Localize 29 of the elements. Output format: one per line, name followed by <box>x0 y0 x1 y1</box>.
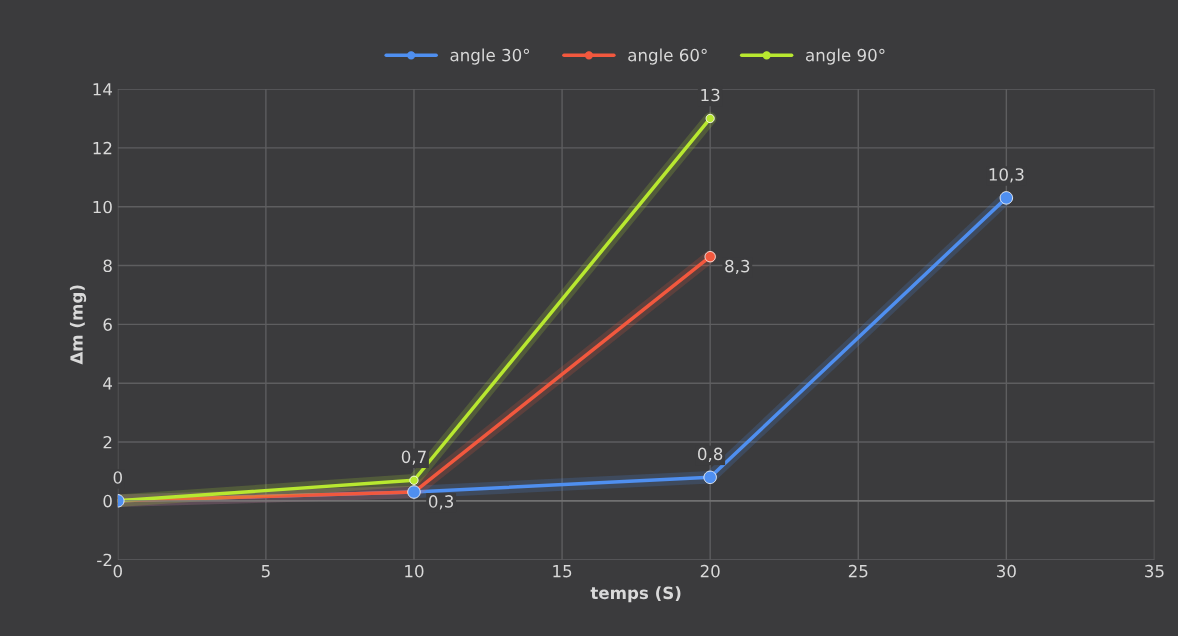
y-tick-label: 4 <box>103 377 112 390</box>
y-tick-label: 12 <box>93 141 112 155</box>
x-axis-title: temps (S) <box>590 586 681 603</box>
legend-label: angle 30° <box>450 48 529 65</box>
x-tick-label: 25 <box>848 564 868 578</box>
data-label: 0,7 <box>401 450 426 465</box>
legend-label: angle 60° <box>628 48 707 65</box>
data-label: 0 <box>113 471 122 484</box>
y-tick-label: 6 <box>103 318 112 331</box>
x-tick-label: 15 <box>553 565 572 578</box>
data-label: 8,3 <box>725 259 750 275</box>
y-tick-label: 8 <box>103 259 112 273</box>
y-tick-label: 0 <box>103 494 112 508</box>
y-tick-label: 2 <box>103 435 112 449</box>
x-tick-label: 30 <box>997 564 1016 578</box>
x-tick-label: 10 <box>405 564 424 578</box>
y-axis-title: Δm (mg) <box>69 285 87 365</box>
data-label: 0,3 <box>428 495 454 510</box>
data-label: 13 <box>701 88 720 102</box>
x-tick-label: 20 <box>700 564 720 578</box>
data-label: 0,8 <box>698 447 723 462</box>
y-tick-label: 10 <box>93 200 112 214</box>
data-label: 10,3 <box>989 168 1024 183</box>
x-tick-label: 5 <box>261 565 270 578</box>
y-tick-label: 14 <box>93 83 112 96</box>
y-tick-label: -2 <box>97 553 112 567</box>
legend-label: angle 90° <box>805 48 885 65</box>
x-tick-label: 0 <box>113 564 122 578</box>
x-tick-label: 35 <box>1145 564 1164 578</box>
